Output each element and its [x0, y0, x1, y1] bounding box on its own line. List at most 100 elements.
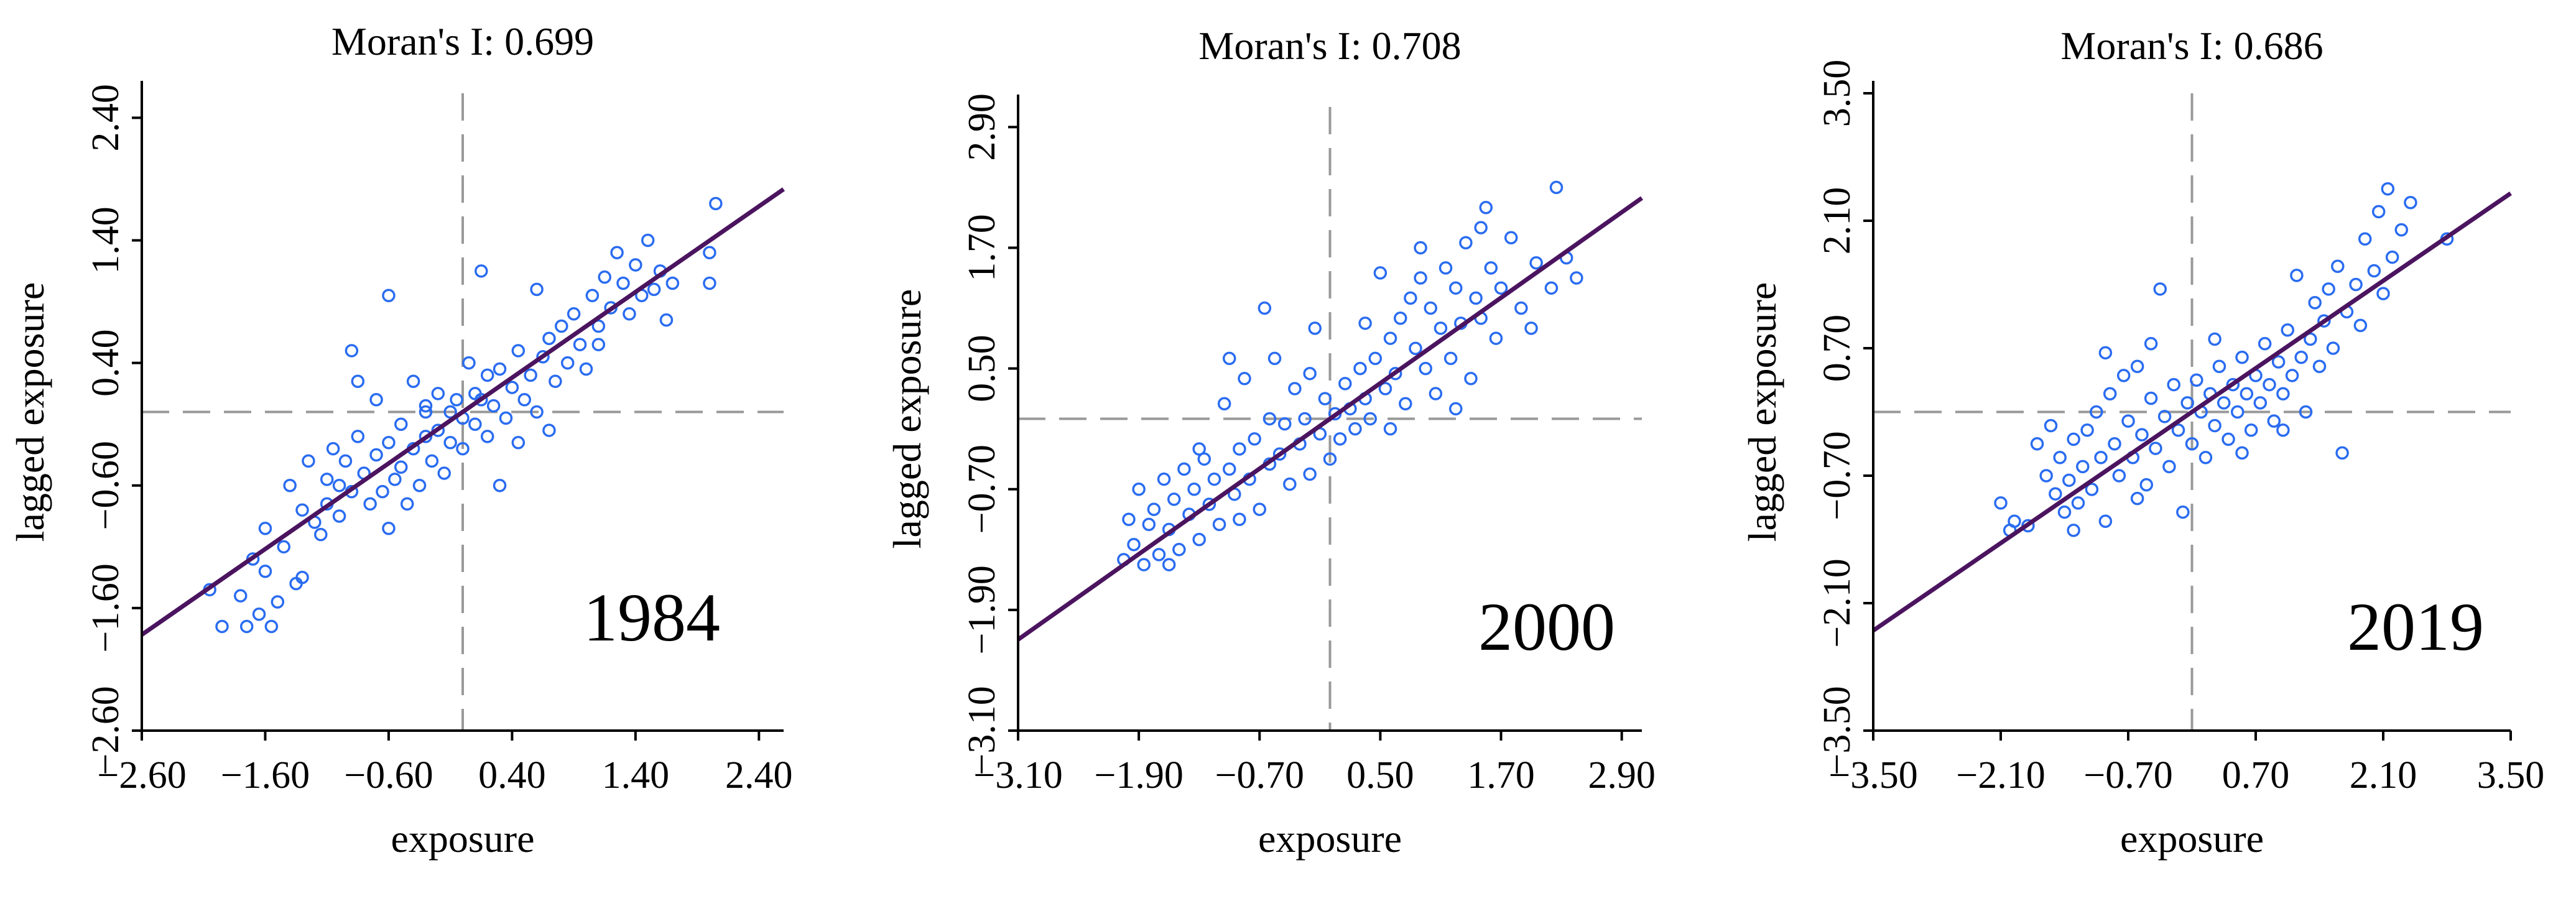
scatter-point [1469, 291, 1483, 305]
scatter-point [369, 393, 383, 407]
scatter-point [1409, 341, 1422, 356]
panel-title: Moran's I: 0.699 [331, 19, 594, 63]
scatter-point [320, 473, 334, 486]
scatter-point [394, 417, 408, 431]
scatter-point [456, 441, 470, 456]
scatter-point [2116, 369, 2131, 382]
x-tick-label: 2.10 [2350, 754, 2417, 797]
scatter-point [1448, 281, 1463, 295]
scatter-point [2067, 524, 2080, 537]
scatter-point [542, 331, 556, 345]
scatter-point [1157, 472, 1171, 486]
scatter-point [271, 595, 285, 609]
scatter-point [567, 307, 581, 321]
scatter-point [1202, 497, 1216, 511]
x-axis-label: exposure [2120, 816, 2264, 861]
scatter-point [585, 289, 600, 302]
scatter-point [579, 362, 593, 376]
y-tick-label: 2.90 [961, 93, 1003, 161]
scatter-point [1263, 412, 1277, 426]
scatter-point [2394, 223, 2409, 237]
scatter-point [1393, 311, 1407, 325]
scatter-point [2285, 369, 2299, 382]
scatter-point [1484, 261, 1498, 275]
scatter-point [406, 374, 420, 388]
scatter-point [2331, 259, 2345, 273]
scatter-point [1167, 492, 1181, 506]
scatter-point [1570, 271, 1583, 285]
scatter-point [1414, 271, 1427, 285]
scatter-point [2304, 332, 2317, 346]
scatter-point [351, 430, 365, 443]
scatter-point [629, 258, 642, 272]
scatter-point [2090, 405, 2103, 419]
scatter-point [1494, 281, 1508, 295]
scatter-point [412, 479, 427, 492]
scatter-point [1994, 496, 2008, 510]
scatter-point [2253, 396, 2268, 410]
scatter-point [394, 460, 408, 474]
x-tick-label: −0.70 [2083, 754, 2172, 797]
scatter-point [665, 276, 680, 290]
year-annotation: 2000 [1478, 589, 1615, 665]
scatter-point [1308, 321, 1322, 335]
scatter-point [468, 417, 482, 431]
scatter-point [1147, 502, 1161, 516]
x-tick-label: −0.60 [344, 754, 433, 797]
scatter-point [1373, 266, 1388, 280]
scatter-point [2235, 350, 2249, 364]
panel-title: Moran's I: 0.708 [1198, 24, 1461, 68]
scatter-point [1253, 502, 1267, 516]
scatter-point [345, 344, 359, 358]
y-tick-label: 0.40 [85, 329, 127, 397]
scatter-point [338, 454, 353, 468]
scatter-point [616, 276, 630, 290]
scatter-point [2308, 296, 2322, 310]
x-tick-label: 0.50 [1346, 754, 1414, 797]
scatter-panel-3: −3.50−3.50 −2.10 −2.10 −0.70 −0.70 0.70 0.70 2.… [1740, 24, 2544, 861]
x-tick-label: 2.90 [1588, 754, 1656, 797]
scatter-point [2312, 359, 2327, 374]
y-tick-label: 0.50 [961, 335, 1003, 402]
scatter-point [555, 319, 568, 333]
scatter-point [2135, 428, 2149, 441]
y-tick-label: −2.10 [1816, 558, 1858, 647]
scatter-point [363, 497, 377, 511]
scatter-point [1363, 412, 1377, 426]
scatter-point [443, 405, 457, 419]
scatter-point [549, 374, 562, 388]
y-tick-label: −1.60 [85, 563, 127, 652]
x-axis-label: exposure [1258, 816, 1402, 861]
scatter-point [1258, 301, 1272, 315]
scatter-point [2030, 437, 2044, 451]
scatter-point [1353, 361, 1367, 376]
scatter-point [2098, 346, 2113, 360]
scatter-point [1132, 482, 1146, 496]
scatter-point [1152, 548, 1166, 561]
scatter-point [2171, 423, 2185, 437]
scatter-point [1333, 432, 1347, 446]
scatter-point [2217, 396, 2231, 410]
scatter-point [295, 570, 309, 584]
scatter-point [2367, 264, 2381, 278]
x-tick-label: 2.40 [725, 754, 793, 797]
scatter-point [2235, 446, 2249, 460]
scatter-point [2258, 336, 2272, 351]
scatter-point [425, 454, 439, 468]
scatter-point [505, 381, 519, 394]
scatter-point [2276, 387, 2290, 400]
scatter-point [1177, 462, 1191, 476]
y-tick-label: 1.70 [961, 214, 1003, 282]
scatter-point [591, 338, 606, 351]
scatter-point [2162, 460, 2176, 474]
scatter-point [283, 479, 297, 492]
scatter-point [542, 423, 556, 437]
scatter-point [2085, 483, 2099, 496]
scatter-point [560, 356, 575, 370]
scatter-point [1272, 447, 1287, 461]
scatter-point [2267, 414, 2281, 428]
scatter-point [2062, 473, 2076, 487]
scatter-point [1248, 432, 1261, 446]
scatter-point [480, 430, 494, 443]
x-axis-label: exposure [391, 816, 534, 861]
